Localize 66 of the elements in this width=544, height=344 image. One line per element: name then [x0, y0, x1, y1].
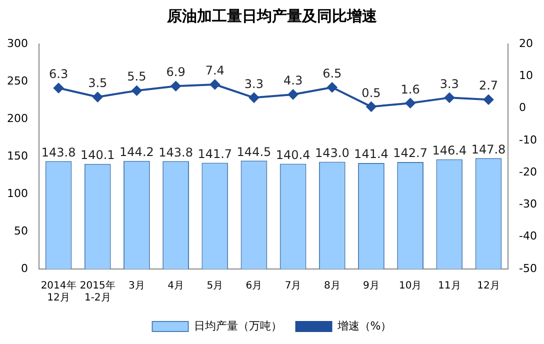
- data-label: 143.0: [314, 146, 350, 160]
- data-label: 3.3: [244, 76, 264, 91]
- data-label: 0.5: [362, 86, 381, 100]
- x-tick-label: 3月: [128, 280, 145, 292]
- data-label: 5.5: [127, 70, 146, 84]
- x-tick-label: 2015年 1-2月: [80, 280, 116, 304]
- x-tick-label: 4月: [168, 280, 184, 292]
- data-label: 142.7: [393, 146, 428, 160]
- point: [132, 86, 142, 96]
- y2-tick-label: -50: [519, 262, 537, 275]
- y2-tick-label: -30: [519, 198, 537, 211]
- data-label: 147.8: [471, 142, 506, 156]
- point: [210, 80, 220, 90]
- x-tick-label: 7月: [284, 280, 302, 292]
- data-label: 144.2: [120, 144, 154, 159]
- point: [483, 94, 494, 105]
- x-tick-label: 12月: [477, 280, 500, 292]
- data-label: 6.3: [48, 67, 68, 82]
- y2-tick-label: -20: [519, 165, 537, 178]
- y2-tick-label: -10: [519, 133, 537, 146]
- point: [405, 98, 416, 108]
- data-label: 146.4: [432, 143, 467, 158]
- y2-tick-label: 20: [519, 36, 534, 50]
- x-tick-label: 10月: [398, 280, 422, 292]
- data-label: 141.7: [198, 146, 232, 161]
- point: [366, 102, 376, 112]
- x-tick-label: 2014年 12月: [40, 280, 76, 304]
- data-label: 2.7: [478, 78, 498, 93]
- data-label: 143.8: [41, 145, 76, 160]
- point: [444, 92, 454, 103]
- point: [170, 81, 181, 92]
- y-tick-label: 250: [6, 74, 28, 88]
- data-label: 7.4: [205, 64, 224, 78]
- x-tick-label: 5月: [206, 280, 224, 292]
- y-tick-label: 300: [6, 36, 28, 50]
- x-tick-label: 9月: [363, 280, 380, 292]
- y-tick-label: 100: [6, 186, 28, 200]
- data-label: 143.8: [158, 145, 193, 160]
- y2-tick-label: -40: [519, 230, 537, 243]
- y-tick-label: 0: [20, 262, 28, 275]
- data-label: 144.5: [236, 144, 272, 159]
- data-label: 3.5: [88, 76, 108, 90]
- y-tick-label: 150: [6, 149, 28, 162]
- x-tick-label: 11月: [438, 280, 461, 292]
- data-label: 140.1: [80, 148, 115, 162]
- chart-title: 原油加工量日均产量及同比增速: [166, 6, 378, 25]
- point: [54, 83, 64, 94]
- y-tick-label: 200: [6, 112, 28, 125]
- x-tick-label: 6月: [246, 280, 262, 292]
- x-tick-label: 8月: [324, 280, 340, 292]
- data-label: 3.3: [440, 76, 459, 91]
- data-label: 6.5: [322, 66, 342, 81]
- point: [288, 89, 298, 100]
- legend-label: 增速（%）: [336, 319, 392, 332]
- point: [92, 92, 103, 102]
- y2-tick-label: 0: [519, 101, 526, 114]
- point: [327, 82, 338, 92]
- data-label: 1.6: [400, 82, 420, 96]
- data-label: 4.3: [284, 74, 303, 88]
- point: [248, 92, 259, 103]
- data-label: 141.4: [354, 147, 388, 162]
- y-tick-label: 50: [14, 224, 28, 238]
- data-label: 140.4: [276, 148, 310, 162]
- data-label: 6.9: [166, 65, 186, 80]
- y2-tick-label: 10: [519, 69, 534, 82]
- legend-label: 日均产量（万吨）: [194, 319, 282, 332]
